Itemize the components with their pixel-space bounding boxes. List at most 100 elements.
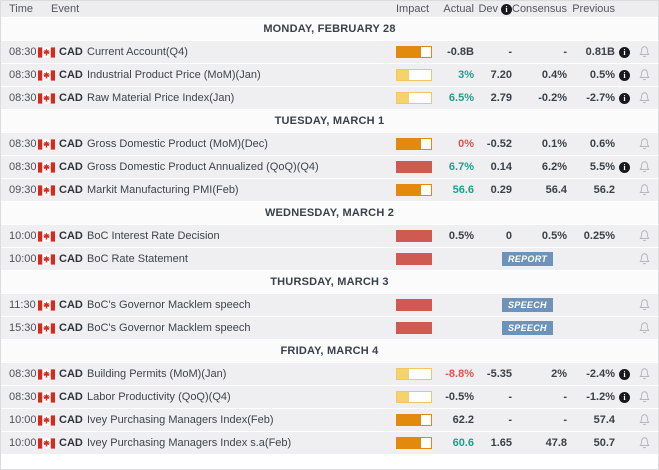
currency-label: CAD — [59, 138, 83, 150]
column-actual: Actual — [443, 3, 474, 15]
info-icon[interactable]: i — [501, 4, 512, 15]
event-name[interactable]: Markit Manufacturing PMI(Feb) — [87, 184, 239, 196]
info-icon[interactable]: i — [619, 92, 630, 104]
deviation-value: 2.79 — [490, 92, 512, 104]
alert-bell-icon[interactable] — [630, 183, 658, 197]
impact-cell — [396, 46, 440, 58]
event-row[interactable]: 11:30 CAD BoC's Governor Macklem speech … — [1, 294, 658, 317]
values: -8.8% -5.35 2% -2.4% i — [440, 368, 630, 380]
alert-bell-icon[interactable] — [630, 321, 658, 335]
event-row[interactable]: 10:00 CAD BoC Interest Rate Decision 0.5… — [1, 225, 658, 248]
impact-bar — [396, 322, 432, 334]
canada-flag-icon — [33, 299, 59, 311]
event-name[interactable]: Gross Domestic Product Annualized (QoQ)(… — [87, 161, 319, 173]
deviation-value: 1.65 — [490, 437, 512, 449]
event-time: 08:30 — [9, 46, 37, 58]
previous-value: 0.25% — [583, 230, 615, 242]
column-impact: Impact — [396, 3, 430, 15]
impact-bar — [396, 184, 432, 196]
event-name[interactable]: Gross Domestic Product (MoM)(Dec) — [87, 138, 268, 150]
deviation-value: 0.29 — [490, 184, 512, 196]
section-header-label: THURSDAY, MARCH 3 — [270, 276, 389, 288]
info-icon[interactable]: i — [619, 69, 630, 81]
event-row[interactable]: 08:30 CAD Labor Productivity (QoQ)(Q4) -… — [1, 386, 658, 409]
currency-label: CAD — [59, 69, 83, 81]
actual-value: 6.5% — [448, 92, 474, 104]
column-dev: Dev i — [474, 3, 512, 15]
alert-bell-icon[interactable] — [630, 298, 658, 312]
section-header: MONDAY, FEBRUARY 28 — [1, 18, 658, 41]
event-row[interactable]: 10:00 CAD BoC Rate Statement REPORT — [1, 248, 658, 271]
actual-value: 0.5% — [448, 230, 474, 242]
event-name[interactable]: BoC Interest Rate Decision — [87, 230, 220, 242]
speech-badge[interactable]: SPEECH — [502, 321, 553, 335]
consensus-value: - — [563, 391, 567, 403]
info-icon[interactable]: i — [619, 368, 630, 380]
alert-bell-icon[interactable] — [630, 436, 658, 450]
event-name[interactable]: BoC's Governor Macklem speech — [87, 322, 251, 334]
alert-bell-icon[interactable] — [630, 91, 658, 105]
event-row[interactable]: 08:30 CAD Industrial Product Price (MoM)… — [1, 64, 658, 87]
alert-bell-icon[interactable] — [630, 45, 658, 59]
alert-bell-icon[interactable] — [630, 367, 658, 381]
info-icon[interactable]: i — [619, 391, 630, 403]
column-dev-label: Dev — [478, 3, 498, 15]
info-icon[interactable]: i — [619, 46, 630, 58]
alert-bell-icon[interactable] — [630, 160, 658, 174]
alert-bell-icon[interactable] — [630, 137, 658, 151]
currency-label: CAD — [59, 368, 83, 380]
event-row[interactable]: 10:00 CAD Ivey Purchasing Managers Index… — [1, 409, 658, 432]
impact-bar — [396, 437, 432, 449]
impact-bar — [396, 138, 432, 150]
alert-bell-icon[interactable] — [630, 390, 658, 404]
actual-value: -8.8% — [445, 368, 474, 380]
previous-value: 0.6% — [589, 138, 615, 150]
event-time: 15:30 — [9, 322, 37, 334]
canada-flag-icon — [33, 184, 59, 196]
speech-badge[interactable]: SPEECH — [502, 298, 553, 312]
event-name[interactable]: Current Account(Q4) — [87, 46, 188, 58]
alert-bell-icon[interactable] — [630, 413, 658, 427]
deviation-value: - — [508, 391, 512, 403]
section-header-label: WEDNESDAY, MARCH 2 — [264, 207, 395, 219]
alert-bell-icon[interactable] — [630, 68, 658, 82]
impact-bar — [396, 299, 432, 311]
currency-label: CAD — [59, 230, 83, 242]
event-row[interactable]: 08:30 CAD Raw Material Price Index(Jan) … — [1, 87, 658, 110]
event-name[interactable]: Industrial Product Price (MoM)(Jan) — [87, 69, 261, 81]
values: 56.6 0.29 56.4 56.2 i — [440, 184, 630, 196]
impact-cell — [396, 230, 440, 242]
impact-cell — [396, 414, 440, 426]
alert-bell-icon[interactable] — [630, 229, 658, 243]
event-row[interactable]: 15:30 CAD BoC's Governor Macklem speech … — [1, 317, 658, 340]
previous-value: 56.2 — [593, 184, 615, 196]
event-row[interactable]: 10:00 CAD Ivey Purchasing Managers Index… — [1, 432, 658, 455]
event-row[interactable]: 08:30 CAD Gross Domestic Product Annuali… — [1, 156, 658, 179]
previous-value: -1.2% — [586, 391, 615, 403]
previous-value: -2.7% — [586, 92, 615, 104]
section-header: TUESDAY, MARCH 1 — [1, 110, 658, 133]
event-name[interactable]: BoC Rate Statement — [87, 253, 188, 265]
alert-bell-icon[interactable] — [630, 252, 658, 266]
event-name[interactable]: Ivey Purchasing Managers Index s.a(Feb) — [87, 437, 292, 449]
event-row[interactable]: 08:30 CAD Current Account(Q4) -0.8B - - … — [1, 41, 658, 64]
event-row[interactable]: 08:30 CAD Building Permits (MoM)(Jan) -8… — [1, 363, 658, 386]
report-badge[interactable]: REPORT — [502, 252, 554, 266]
event-name[interactable]: Labor Productivity (QoQ)(Q4) — [87, 391, 231, 403]
column-previous: Previous — [572, 3, 615, 15]
canada-flag-icon — [33, 322, 59, 334]
previous-value: 0.81B — [585, 46, 615, 58]
actual-value: -0.5% — [445, 391, 474, 403]
event-row[interactable]: 08:30 CAD Gross Domestic Product (MoM)(D… — [1, 133, 658, 156]
currency-label: CAD — [59, 92, 83, 104]
consensus-value: 0.4% — [541, 69, 567, 81]
canada-flag-icon — [33, 230, 59, 242]
event-name[interactable]: BoC's Governor Macklem speech — [87, 299, 251, 311]
event-row[interactable]: 09:30 CAD Markit Manufacturing PMI(Feb) … — [1, 179, 658, 202]
event-name[interactable]: Ivey Purchasing Managers Index(Feb) — [87, 414, 274, 426]
event-name[interactable]: Building Permits (MoM)(Jan) — [87, 368, 227, 380]
info-icon[interactable]: i — [619, 161, 630, 173]
section-header: WEDNESDAY, MARCH 2 — [1, 202, 658, 225]
event-name[interactable]: Raw Material Price Index(Jan) — [87, 92, 235, 104]
values: 6.5% 2.79 -0.2% -2.7% i — [440, 92, 630, 104]
